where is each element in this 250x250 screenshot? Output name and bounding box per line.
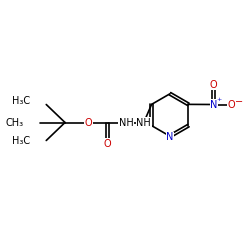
Text: N: N (210, 100, 218, 110)
Text: −: − (235, 97, 243, 107)
Text: NH: NH (136, 118, 151, 128)
Text: CH₃: CH₃ (6, 118, 24, 128)
Text: +: + (217, 97, 222, 102)
Text: N: N (166, 132, 174, 142)
Text: H₃C: H₃C (12, 96, 30, 106)
Text: O: O (210, 80, 218, 90)
Text: NH: NH (119, 118, 134, 128)
Text: O: O (85, 118, 92, 128)
Text: O: O (228, 100, 235, 110)
Text: H₃C: H₃C (12, 136, 30, 146)
Text: O: O (104, 139, 111, 149)
